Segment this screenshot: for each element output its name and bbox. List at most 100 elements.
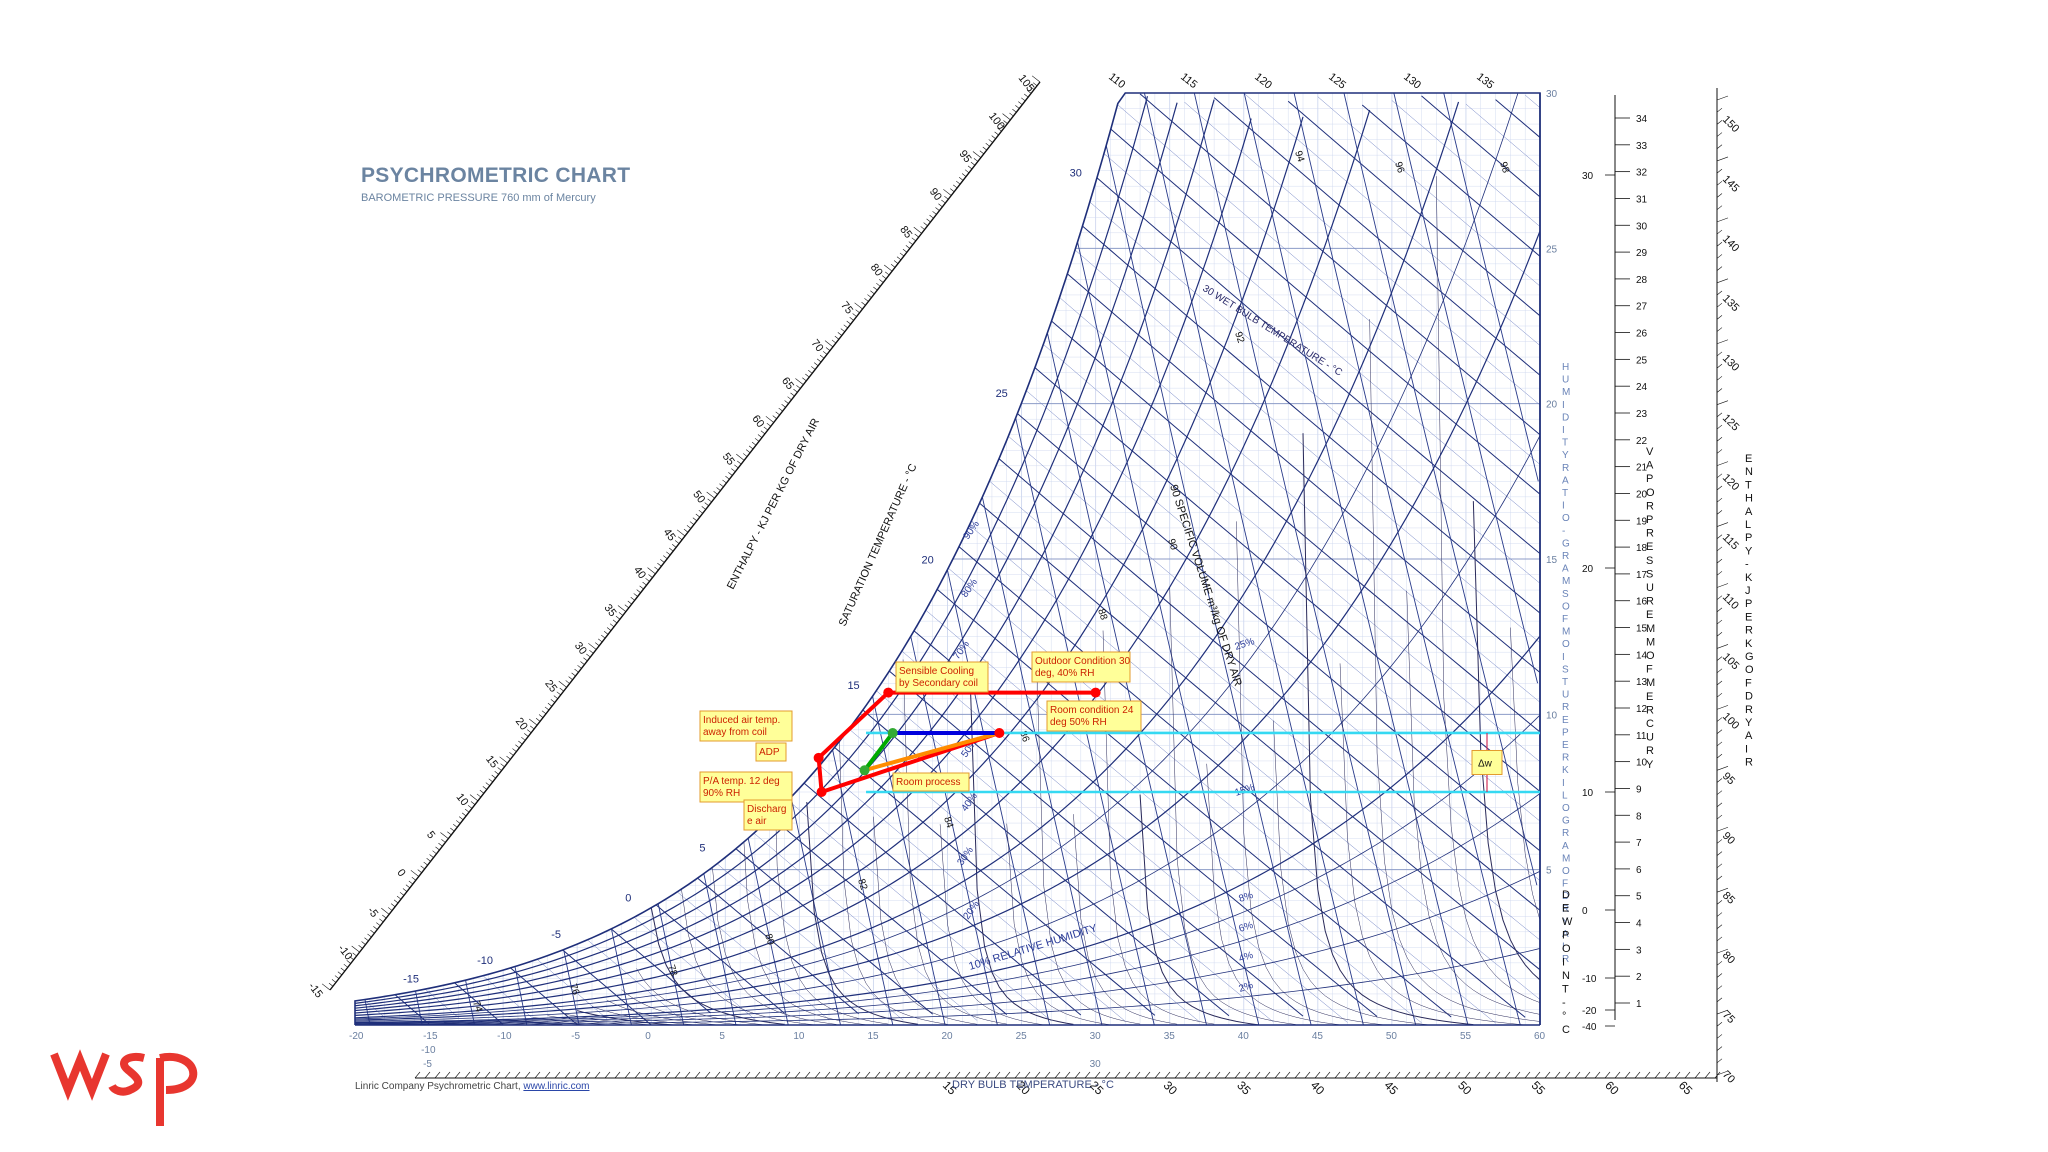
right-enthalpy-label-char: A: [1745, 506, 1753, 518]
bottom-scale-tick: [1004, 1071, 1011, 1079]
enthalpy-line: [355, 518, 934, 1015]
vapor-pressure-tick-label: 2: [1636, 972, 1642, 983]
chart-title: PSYCHROMETRIC CHART: [361, 164, 631, 187]
bottom-scale-tick: [894, 1071, 901, 1079]
right-enthalpy-tick: [1716, 217, 1729, 223]
right-enthalpy-tick: [1716, 936, 1723, 942]
wet-bulb-line: [1102, 630, 1215, 1025]
right-enthalpy-tick: [1716, 412, 1723, 418]
specific-volume-line: [445, 93, 632, 1025]
x-tick-label: -20: [349, 1031, 364, 1042]
rh-curve: [355, 230, 1540, 1021]
right-enthalpy-tick: [1716, 900, 1723, 905]
bottom-scale-tick: [1314, 1071, 1321, 1079]
process-point: [813, 752, 824, 763]
bottom-scale-tick: [724, 1071, 731, 1079]
bottom-scale-tick: [834, 1071, 841, 1079]
saturation-tick-label: -15: [403, 973, 419, 985]
enthalpy-scale-tick: [763, 426, 769, 431]
right-enthalpy-tick: [1716, 376, 1723, 381]
right-enthalpy-tick: [1716, 168, 1723, 174]
dew-point-label-char: C: [1562, 1024, 1570, 1036]
right-enthalpy-tick: [1716, 753, 1723, 759]
enthalpy-line: [1243, 93, 1540, 346]
saturation-axis-label: SATURATION TEMPERATURE - °C: [837, 462, 920, 628]
right-enthalpy-tick: [1716, 607, 1723, 613]
enthalpy-scale-tick: [1003, 120, 1008, 124]
enthalpy-scale-tick: [453, 823, 458, 828]
y-axis-label-char: O: [1562, 803, 1570, 814]
bottom-scale-tick: [1184, 1071, 1191, 1079]
enthalpy-scale-tick: [1018, 101, 1023, 105]
enthalpy-scale-tick: [485, 782, 490, 786]
bottom-scale-tick: [1464, 1071, 1471, 1079]
right-enthalpy-tick: [1716, 485, 1723, 491]
right-enthalpy-label-char: P: [1745, 598, 1752, 610]
vapor-pressure-label-char: R: [1646, 704, 1654, 716]
enthalpy-tick-label: 15: [483, 753, 500, 770]
enthalpy-scale-tick: [713, 491, 718, 495]
bottom-scale-tick: [954, 1071, 961, 1079]
specific-volume-line: [495, 93, 685, 1025]
enthalpy-scale-tick: [728, 472, 733, 476]
bottom-scale-tick-label: 50: [1455, 1078, 1475, 1098]
enthalpy-scale-tick: [469, 794, 479, 802]
bottom-scale-tick: [1494, 1071, 1501, 1079]
enthalpy-scale-tick: [950, 188, 955, 192]
footer-link[interactable]: www.linric.com: [523, 1081, 590, 1092]
right-enthalpy-tick: [1716, 814, 1723, 820]
bottom-scale-tick: [984, 1071, 991, 1079]
wet-bulb-line: [1472, 501, 1540, 981]
x-axis-label: DRY BULB TEMPERATURE - °C: [952, 1079, 1114, 1091]
dew-point-tick-label: -10: [1582, 974, 1597, 985]
enthalpy-scale-tick: [624, 604, 629, 609]
enthalpy-scale-tick: [482, 786, 487, 790]
enthalpy-scale-tick: [1031, 75, 1041, 83]
wet-bulb-line: [1073, 814, 1178, 1025]
y-axis-label-char: M: [1562, 387, 1570, 398]
bottom-scale-tick: [524, 1071, 531, 1079]
enthalpy-scale-tick: [499, 756, 508, 764]
bottom-scale-tick: [664, 1071, 671, 1079]
y-tick-label: 10: [1546, 710, 1558, 721]
enthalpy-line: [1036, 94, 1540, 525]
vapor-pressure-label-char: U: [1646, 732, 1654, 744]
y-axis-label-char: G: [1562, 538, 1570, 549]
enthalpy-scale-tick: [328, 982, 334, 987]
enthalpy-tick-label: 90: [927, 186, 944, 203]
bottom-scale-tick: [654, 1071, 661, 1079]
y-axis-label-char: U: [1562, 375, 1569, 386]
bottom-scale-tick: [594, 1071, 601, 1079]
bottom-scale-tick: [764, 1071, 771, 1079]
right-enthalpy-label-char: Y: [1745, 545, 1753, 557]
rh-curve-low: [355, 93, 1519, 1020]
dew-point-tick-label: 0: [1582, 906, 1588, 917]
bottom-scale-tick: [1044, 1071, 1051, 1079]
bottom-scale-tick: [1284, 1071, 1291, 1079]
rh-tick-label: 70%: [951, 639, 972, 662]
enthalpy-scale-tick: [432, 850, 437, 855]
vapor-pressure-label-char: M: [1646, 636, 1655, 648]
specific-volume-line: [1393, 93, 1539, 684]
enthalpy-scale-tick: [935, 207, 940, 211]
right-enthalpy-label-char: R: [1745, 704, 1753, 716]
enthalpy-scale-tick: [544, 706, 550, 711]
vapor-pressure-tick-label: 11: [1636, 731, 1647, 742]
x-tick-label: 35: [1164, 1031, 1176, 1042]
annotation-text: Room condition 24: [1050, 705, 1134, 716]
dew-point-label-char: W: [1562, 916, 1573, 928]
vapor-pressure-label-char: P: [1646, 514, 1653, 526]
chart-subtitle: BAROMETRIC PRESSURE 760 mm of Mercury: [361, 192, 596, 204]
bottom-scale-tick: [624, 1071, 631, 1079]
bottom-scale-tick: [1404, 1071, 1411, 1079]
enthalpy-tick-label: 30: [572, 640, 589, 657]
enthalpy-tick-label: 45: [661, 526, 678, 543]
enthalpy-line: [1287, 100, 1540, 317]
bottom-scale-tick: [1064, 1071, 1071, 1079]
enthalpy-scale-tick: [861, 301, 866, 306]
right-enthalpy-tick: [1716, 632, 1723, 637]
right-enthalpy-tick: [1716, 534, 1723, 539]
right-enthalpy-label-char: Y: [1745, 717, 1753, 729]
y-axis-label-char: P: [1562, 727, 1569, 738]
right-enthalpy-tick: [1716, 741, 1723, 747]
